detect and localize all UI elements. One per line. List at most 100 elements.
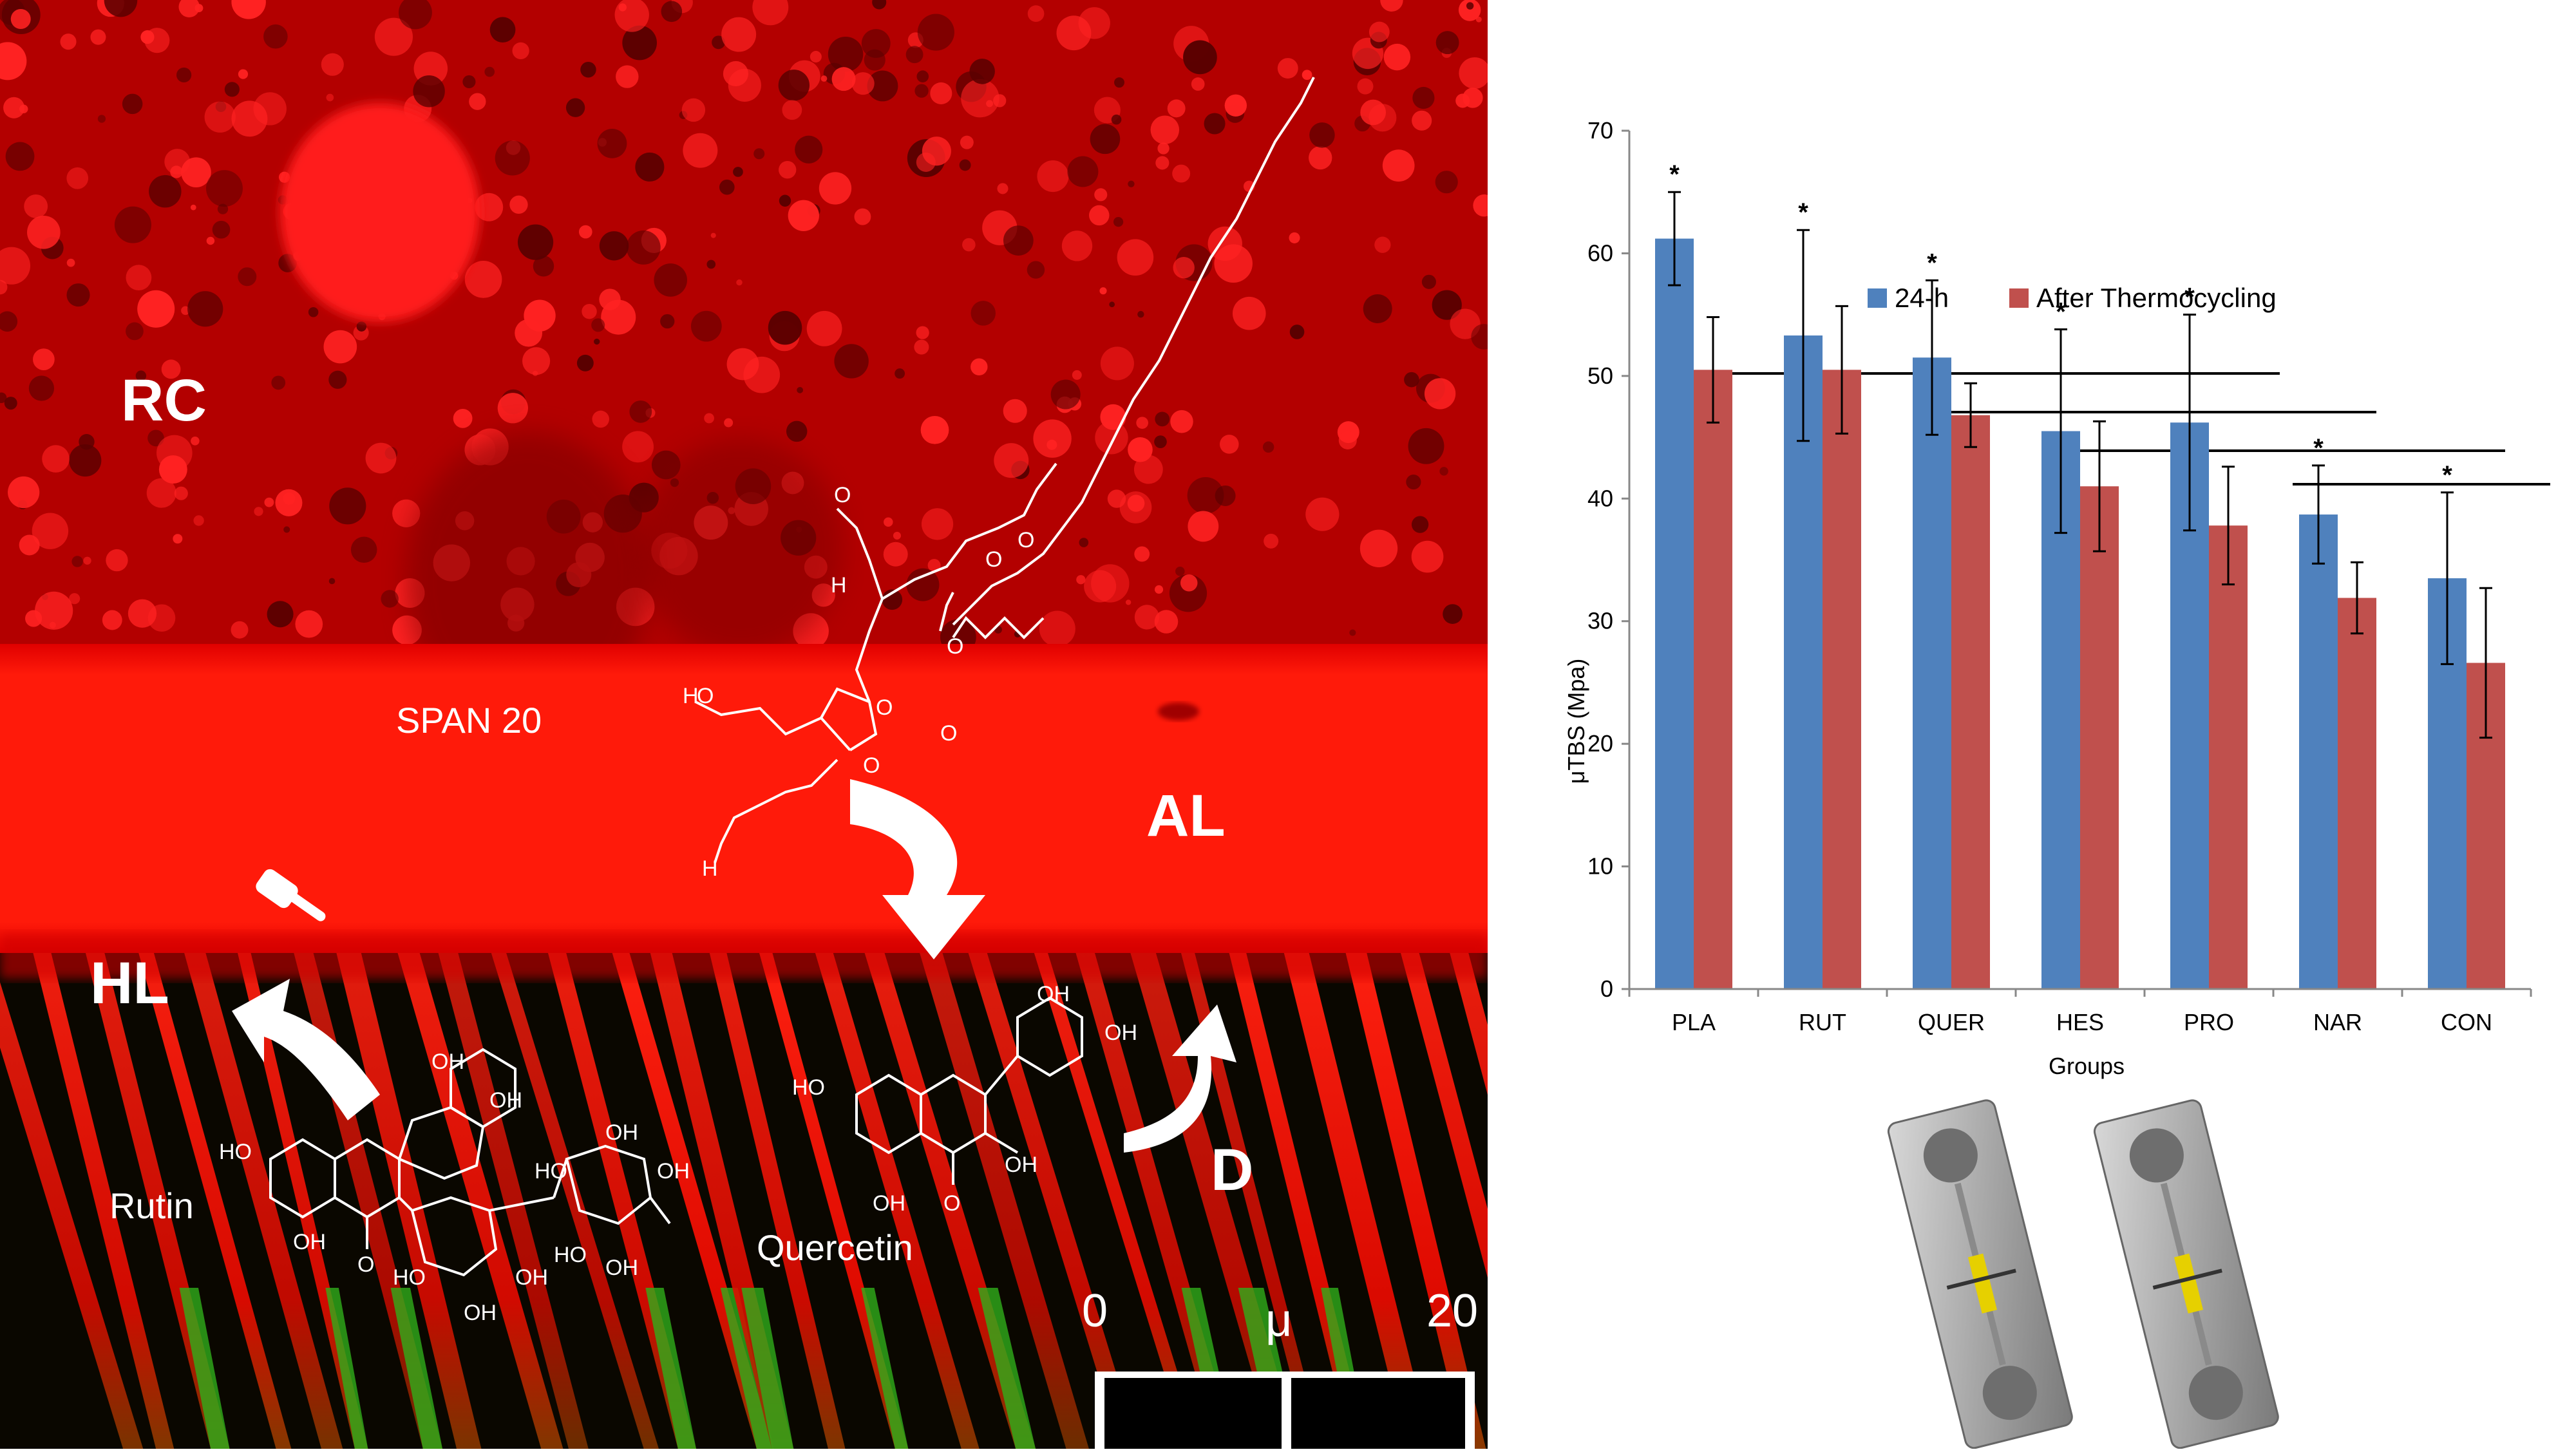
- filler-particle: [212, 220, 231, 239]
- filler-particle: [374, 17, 413, 56]
- filler-particle: [1134, 605, 1160, 630]
- filler-particle: [959, 159, 971, 171]
- filler-particle: [704, 413, 714, 424]
- filler-particle: [1154, 610, 1179, 634]
- filler-particle: [960, 135, 974, 149]
- green-fluorescence: [325, 1288, 368, 1449]
- filler-particle: [782, 100, 802, 120]
- filler-particle: [512, 42, 529, 59]
- filler-particle: [1411, 516, 1429, 533]
- filler-particle: [1289, 232, 1300, 243]
- atom-label: OH: [293, 1230, 326, 1254]
- filler-particle: [1455, 93, 1470, 108]
- filler-particle: [204, 101, 236, 133]
- significance-star: *: [1798, 198, 1808, 227]
- filler-particle: [819, 172, 852, 205]
- atom-label: OH: [1037, 982, 1070, 1006]
- filler-particle: [1183, 40, 1217, 75]
- filler-particle: [509, 195, 528, 214]
- filler-particle: [778, 70, 810, 101]
- filler-particle: [1114, 77, 1124, 88]
- filler-particle: [146, 478, 176, 508]
- bars: * * * * * * *: [1655, 160, 2505, 989]
- arrow-up-left-icon: [232, 979, 380, 1120]
- atom-label: OH: [873, 1191, 905, 1216]
- x-tick-label: CON: [2441, 1009, 2492, 1035]
- atom-label: O: [943, 1191, 960, 1216]
- filler-particle: [253, 92, 287, 126]
- resin-tag: [1345, 953, 1486, 1449]
- filler-particle: [206, 170, 243, 207]
- filler-particle: [1128, 437, 1153, 462]
- filler-particle: [1100, 404, 1126, 430]
- label-d: D: [1211, 1137, 1254, 1203]
- filler-particle: [576, 354, 594, 372]
- filler-particle: [654, 263, 687, 297]
- bar-thermocycling: [2338, 598, 2376, 989]
- filler-particle: [1109, 301, 1115, 308]
- filler-particle: [69, 593, 80, 605]
- filler-particle: [147, 429, 164, 447]
- legend-swatch: [2009, 288, 2029, 308]
- filler-particle: [1033, 419, 1072, 458]
- rutin-molecule: [269, 1048, 671, 1277]
- filler-particle: [1091, 564, 1130, 603]
- filler-particle: [323, 330, 357, 364]
- filler-particle: [1154, 435, 1167, 448]
- filler-particle: [1302, 70, 1312, 80]
- filler-particle: [930, 82, 952, 104]
- filler-particle: [1127, 495, 1145, 512]
- arrow-up-right-icon: [1124, 1004, 1236, 1153]
- filler-particle: [149, 174, 182, 208]
- filler-particle: [399, 0, 432, 30]
- significance-star: *: [2056, 297, 2066, 326]
- green-fluorescence: [978, 1288, 1036, 1449]
- atom-label: OH: [657, 1159, 690, 1183]
- filler-particle: [1466, 2, 1474, 10]
- atom-label: H: [831, 573, 847, 598]
- filler-particle: [283, 526, 290, 533]
- filler-particle: [60, 33, 77, 50]
- atom-label: OH: [1005, 1153, 1037, 1177]
- filler-particle: [102, 610, 122, 630]
- resin-tag: [1034, 953, 1202, 1449]
- filler-particle: [524, 299, 556, 332]
- filler-particle: [206, 236, 215, 245]
- filler-particle: [1404, 372, 1419, 388]
- filler-particle: [158, 455, 187, 484]
- filler-particle: [1214, 244, 1253, 283]
- atom-label: OH: [515, 1265, 548, 1290]
- filler-particle: [872, 0, 887, 10]
- atom-label: O: [940, 721, 957, 746]
- filler-particle: [1424, 378, 1456, 410]
- filler-particle: [660, 314, 675, 329]
- filler-particle: [174, 486, 188, 500]
- atom-label: HO: [393, 1265, 426, 1290]
- filler-particle: [1027, 261, 1045, 279]
- y-tick-label: 30: [1587, 608, 1613, 634]
- filler-particle: [578, 225, 592, 239]
- filler-particle: [1380, 0, 1403, 12]
- filler-particle: [1432, 290, 1462, 320]
- filler-particle: [263, 24, 288, 49]
- chart-svg: 24-h After Thermocycling * * * * * * * 0 10 20 30 4…: [1563, 117, 2550, 1079]
- filler-particle: [238, 267, 257, 287]
- specimen-photo-image: [1887, 1099, 2279, 1449]
- atom-label: O: [834, 483, 851, 507]
- resin-tag: [815, 953, 980, 1449]
- filler-particle: [622, 431, 654, 463]
- filler-particle: [224, 82, 240, 97]
- filler-particle: [753, 148, 765, 160]
- filler-particle: [1421, 274, 1436, 289]
- bar-thermocycling: [1951, 415, 1990, 989]
- filler-particle: [283, 492, 296, 505]
- filler-particle: [517, 224, 554, 260]
- filler-particle: [614, 0, 649, 32]
- filler-particle: [1289, 325, 1305, 339]
- filler-particle: [1173, 256, 1195, 279]
- filler-particle: [1155, 411, 1170, 427]
- filler-particle: [914, 84, 929, 98]
- y-axis-label: μTBS (Mpa): [1563, 659, 1589, 784]
- filler-particle: [779, 161, 797, 179]
- filler-particle: [1111, 114, 1122, 125]
